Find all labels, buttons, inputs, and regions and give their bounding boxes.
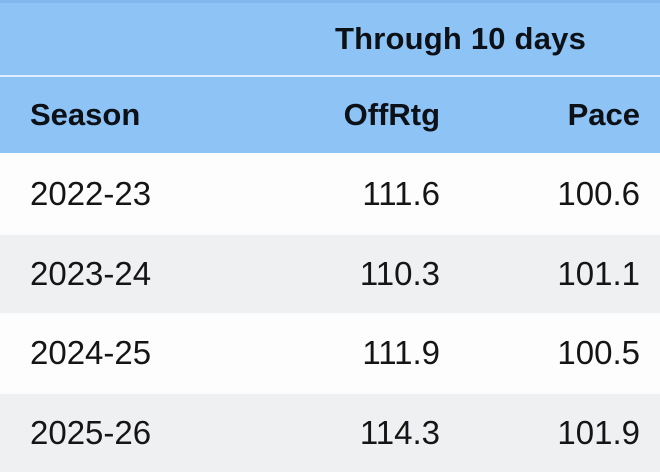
banner-title: Through 10 days <box>334 21 587 56</box>
offrtg-cell: 111.6 <box>362 174 440 212</box>
column-header-pace: Pace <box>567 97 640 132</box>
offrtg-cell: 111.9 <box>362 334 440 372</box>
column-header-season: Season <box>30 97 141 132</box>
offrtg-cell: 114.3 <box>359 414 440 452</box>
pace-cell: 101.9 <box>557 414 640 452</box>
season-cell: 2025-26 <box>30 414 152 452</box>
table-row: 2024-25 111.9 100.5 <box>0 312 660 393</box>
season-cell: 2023-24 <box>30 254 152 292</box>
season-cell: 2024-25 <box>30 334 152 372</box>
table-row: 2023-24 110.3 101.1 <box>0 232 660 313</box>
table-row: 2022-23 111.6 100.6 <box>0 153 660 233</box>
pace-cell: 101.1 <box>557 254 640 292</box>
table-row: 2025-26 114.3 101.9 <box>0 392 660 472</box>
offrtg-cell: 110.3 <box>359 254 440 292</box>
banner-row: Through 10 days <box>0 0 660 77</box>
header-row: Season OffRtg Pace <box>0 77 660 153</box>
season-cell: 2022-23 <box>30 174 152 212</box>
pace-cell: 100.6 <box>557 174 640 212</box>
column-header-offrtg: OffRtg <box>343 97 440 132</box>
pace-cell: 100.5 <box>557 334 640 372</box>
